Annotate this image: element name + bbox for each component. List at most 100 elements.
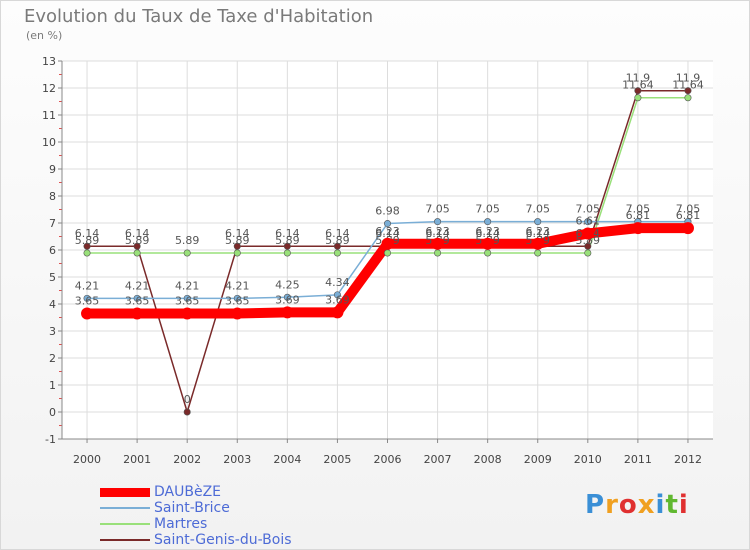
data-label: 7.05	[626, 203, 651, 216]
y-tick-label: 12	[42, 82, 56, 95]
data-point	[431, 237, 444, 250]
x-tick-label: 2011	[624, 453, 652, 466]
data-point	[133, 249, 141, 257]
data-point	[531, 237, 544, 250]
logo-letter: i	[678, 490, 689, 520]
data-label: 5.89	[325, 234, 350, 247]
proxiti-logo: Proxiti	[585, 490, 689, 520]
legend-swatch	[100, 539, 150, 541]
x-tick-label: 2002	[173, 453, 201, 466]
data-label: 6.14	[225, 227, 250, 240]
data-label: 11.9	[626, 72, 651, 85]
data-label: 6.23	[375, 225, 400, 238]
data-label: 11.9	[676, 72, 701, 85]
logo-letter: t	[665, 490, 679, 520]
y-tick-label: 8	[49, 190, 56, 203]
data-point	[233, 249, 241, 257]
y-tick-label: 7	[49, 217, 56, 230]
data-point	[534, 249, 542, 257]
data-point	[681, 222, 694, 235]
legend-label: Saint-Genis-du-Bois	[154, 532, 292, 548]
data-label: 6.23	[425, 225, 450, 238]
x-tick-label: 2006	[374, 453, 402, 466]
data-point	[133, 242, 141, 250]
data-point	[684, 87, 692, 95]
data-point	[383, 249, 391, 257]
data-label: 3.65	[225, 294, 250, 307]
data-label: 6.14	[325, 227, 350, 240]
y-tick-label: 13	[42, 55, 56, 68]
logo-letter: P	[585, 490, 606, 520]
data-label: 11.64	[672, 79, 704, 92]
data-label: 5.89	[175, 234, 200, 247]
data-label: 5.89	[75, 234, 100, 247]
data-point	[83, 242, 91, 250]
data-point	[333, 249, 341, 257]
data-label: 6.14	[425, 227, 450, 240]
legend-swatch	[100, 487, 150, 497]
x-tick-label: 2004	[273, 453, 301, 466]
y-tick-label: 5	[49, 271, 56, 284]
data-point	[283, 242, 291, 250]
data-label: 7.05	[425, 203, 450, 216]
data-label: 6.14	[375, 227, 400, 240]
data-point	[381, 237, 394, 250]
y-tick-label: 4	[49, 298, 56, 311]
legend-label: Martres	[154, 516, 208, 532]
legend-label: Saint-Brice	[154, 500, 230, 516]
data-label: 4.21	[175, 279, 200, 292]
data-label: 5.89	[275, 234, 300, 247]
data-point	[634, 94, 642, 102]
data-point	[131, 307, 144, 320]
x-tick-label: 2010	[574, 453, 602, 466]
data-point	[181, 307, 194, 320]
y-tick-label: 0	[49, 406, 56, 419]
data-point	[383, 220, 391, 228]
data-point	[684, 94, 692, 102]
data-label: 6.14	[475, 227, 500, 240]
data-point	[333, 242, 341, 250]
y-tick-label: 1	[49, 379, 56, 392]
data-label: 11.64	[622, 79, 654, 92]
logo-letter: i	[655, 490, 666, 520]
data-point	[333, 291, 341, 299]
data-point	[283, 249, 291, 257]
data-point	[631, 222, 644, 235]
data-point	[81, 307, 94, 320]
chart-legend: DAUBèZE Saint-Brice Martres Saint-Genis-du-…	[100, 484, 360, 548]
data-point	[183, 408, 191, 416]
data-label: 4.21	[225, 279, 250, 292]
data-label: 3.69	[325, 293, 350, 306]
data-label: 6.23	[525, 225, 550, 238]
y-axis-unit: (en %)	[26, 29, 63, 42]
y-tick-label: 10	[42, 136, 56, 149]
data-label: 4.25	[275, 278, 300, 291]
data-point	[233, 294, 241, 302]
x-tick-label: 2012	[674, 453, 702, 466]
data-point	[233, 242, 241, 250]
legend-item: Saint-Brice	[100, 500, 360, 516]
data-label: 6.14	[275, 227, 300, 240]
legend-swatch	[100, 523, 150, 525]
x-tick-label: 2007	[424, 453, 452, 466]
data-label: 3.65	[125, 294, 150, 307]
legend-item: DAUBèZE	[100, 484, 360, 500]
x-tick-label: 2005	[323, 453, 351, 466]
x-tick-label: 2000	[73, 453, 101, 466]
data-label: 7.05	[475, 203, 500, 216]
data-point	[484, 218, 492, 226]
legend-item: Saint-Genis-du-Bois	[100, 532, 360, 548]
data-label: 6.61	[576, 215, 601, 228]
data-label: 4.21	[75, 279, 100, 292]
data-point	[83, 249, 91, 257]
data-label: 6.14	[125, 227, 150, 240]
data-label: 3.69	[275, 293, 300, 306]
data-point	[434, 249, 442, 257]
data-label: 7.05	[576, 203, 601, 216]
data-label: 3.65	[175, 294, 200, 307]
data-label: 4.34	[325, 276, 350, 289]
x-tick-label: 2008	[474, 453, 502, 466]
y-tick-label: -1	[45, 433, 56, 446]
data-label: 6.14	[75, 227, 100, 240]
